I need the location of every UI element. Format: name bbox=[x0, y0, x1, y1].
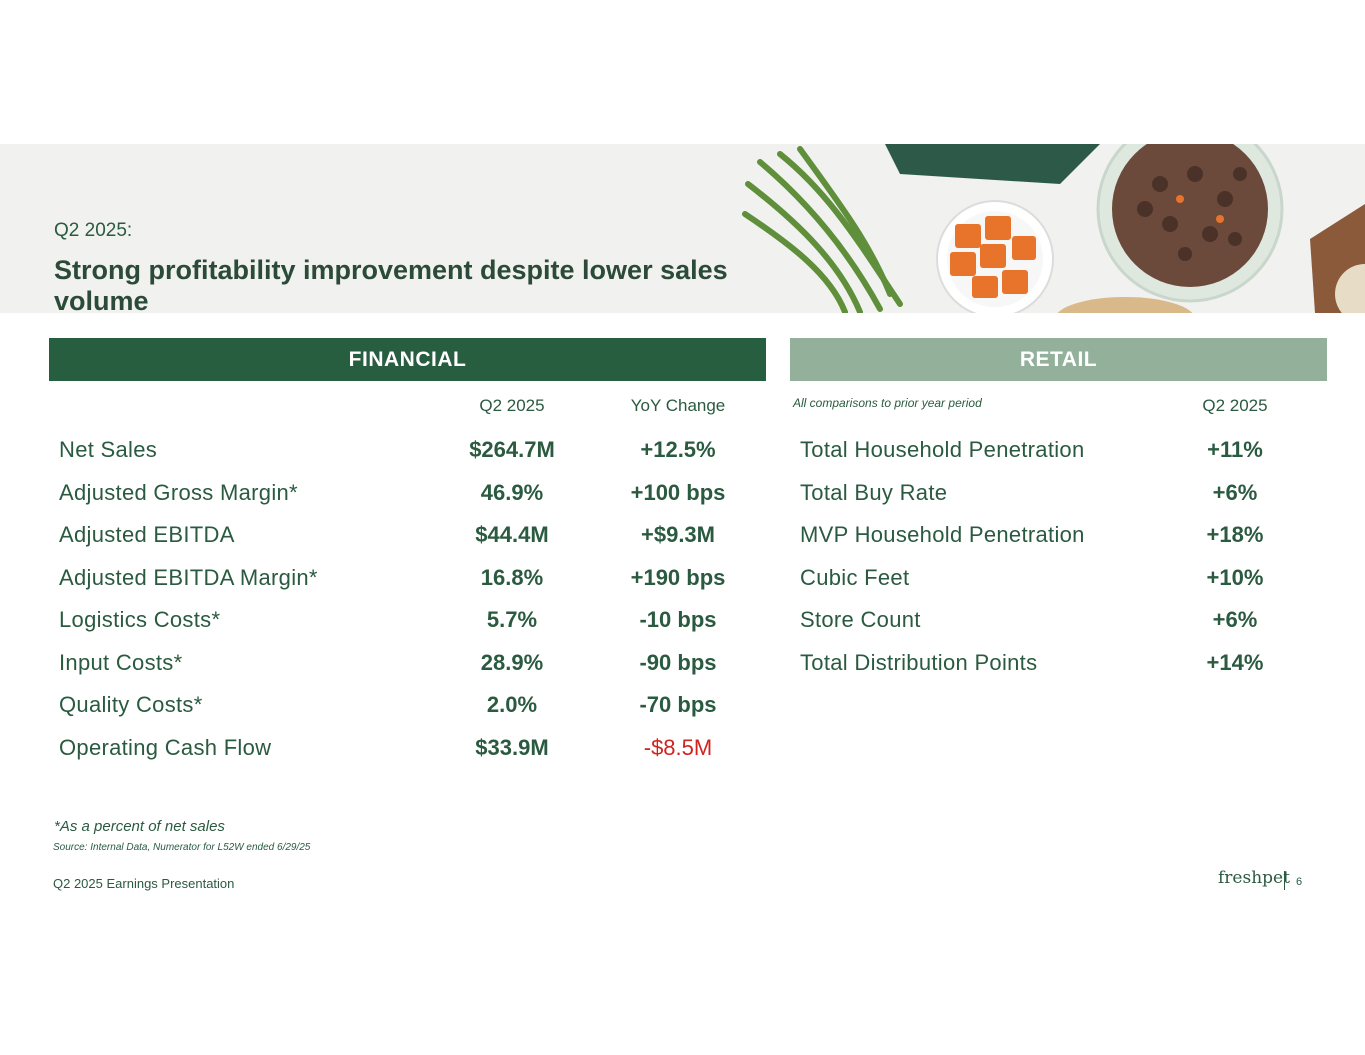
financial-row: Quality Costs* 2.0% -70 bps bbox=[59, 684, 759, 726]
metric-change: -$8.5M bbox=[643, 734, 713, 760]
financial-row: Logistics Costs* 5.7% -10 bps bbox=[59, 599, 759, 641]
metric-label: Store Count bbox=[800, 607, 921, 632]
metric-label: Total Distribution Points bbox=[800, 649, 1038, 675]
metric-label: Net Sales bbox=[59, 437, 158, 462]
metric-value: +14% bbox=[1206, 649, 1264, 675]
metric-label: Total Household Penetration bbox=[800, 437, 1085, 462]
metric-value: 46.9% bbox=[480, 479, 544, 505]
metric-label: Adjusted Gross Margin* bbox=[59, 479, 298, 505]
presentation-name: Q2 2025 Earnings Presentation bbox=[53, 876, 235, 891]
hero-banner bbox=[0, 144, 1365, 313]
metric-value: +6% bbox=[1212, 607, 1258, 632]
metric-value: $264.7M bbox=[469, 437, 555, 462]
financial-col-period: Q2 2025 bbox=[479, 396, 545, 415]
metric-label: Input Costs* bbox=[59, 649, 183, 675]
metric-value: $44.4M bbox=[475, 522, 549, 547]
retail-row: Store Count +6% bbox=[800, 599, 1320, 641]
financial-row: Adjusted EBITDA Margin* 16.8% +190 bps bbox=[59, 557, 759, 599]
financial-row: Net Sales $264.7M +12.5% bbox=[59, 429, 759, 471]
slide-kicker: Q2 2025: bbox=[54, 220, 133, 241]
metric-label: Total Buy Rate bbox=[800, 479, 948, 505]
freshpet-logo: freshpet bbox=[1218, 868, 1290, 888]
footnote: *As a percent of net sales bbox=[54, 818, 225, 835]
retail-row: Total Household Penetration +11% bbox=[800, 429, 1320, 471]
metric-value: 2.0% bbox=[486, 692, 538, 717]
retail-row: Total Distribution Points +14% bbox=[800, 642, 1320, 684]
retail-row: Cubic Feet +10% bbox=[800, 557, 1320, 599]
metric-value: +11% bbox=[1207, 437, 1263, 462]
retail-row: Total Buy Rate +6% bbox=[800, 472, 1320, 514]
source-note: Source: Internal Data, Numerator for L52… bbox=[53, 842, 311, 853]
financial-header: FINANCIAL bbox=[49, 338, 766, 381]
financial-row: Operating Cash Flow $33.9M -$8.5M bbox=[59, 727, 759, 769]
financial-row: Adjusted EBITDA $44.4M +$9.3M bbox=[59, 514, 759, 556]
metric-label: Adjusted EBITDA Margin* bbox=[59, 564, 318, 590]
metric-change: +$9.3M bbox=[641, 522, 715, 547]
metric-change: -70 bps bbox=[639, 692, 717, 717]
metric-value: $33.9M bbox=[475, 734, 549, 760]
metric-label: Adjusted EBITDA bbox=[59, 522, 235, 547]
metric-value: 5.7% bbox=[486, 607, 538, 632]
metric-change: +12.5% bbox=[640, 437, 716, 462]
metric-value: +10% bbox=[1206, 564, 1264, 590]
metric-change: -10 bps bbox=[639, 607, 717, 632]
divider bbox=[1284, 871, 1285, 890]
financial-row: Adjusted Gross Margin* 46.9% +100 bps bbox=[59, 472, 759, 514]
metric-label: Operating Cash Flow bbox=[59, 734, 272, 760]
slide-title: Strong profitability improvement despite… bbox=[54, 255, 728, 316]
page-number: 6 bbox=[1296, 876, 1303, 888]
metric-label: MVP Household Penetration bbox=[800, 522, 1085, 547]
metric-value: 28.9% bbox=[480, 649, 544, 675]
retail-note: All comparisons to prior year period bbox=[793, 396, 982, 410]
financial-row: Input Costs* 28.9% -90 bps bbox=[59, 642, 759, 684]
metric-label: Logistics Costs* bbox=[59, 607, 221, 632]
metric-value: +18% bbox=[1206, 522, 1264, 547]
metric-change: +190 bps bbox=[630, 564, 726, 590]
metric-label: Quality Costs* bbox=[59, 692, 203, 717]
food-photo bbox=[742, 144, 1365, 313]
financial-col-change: YoY Change bbox=[630, 396, 726, 415]
metric-value: +6% bbox=[1212, 479, 1258, 505]
metric-change: -90 bps bbox=[639, 649, 717, 675]
retail-row: MVP Household Penetration +18% bbox=[800, 514, 1320, 556]
metric-change: +100 bps bbox=[630, 479, 726, 505]
metric-value: 16.8% bbox=[480, 564, 544, 590]
metric-label: Cubic Feet bbox=[800, 564, 910, 590]
retail-col-period: Q2 2025 bbox=[1202, 396, 1268, 415]
retail-header: RETAIL bbox=[790, 338, 1327, 381]
